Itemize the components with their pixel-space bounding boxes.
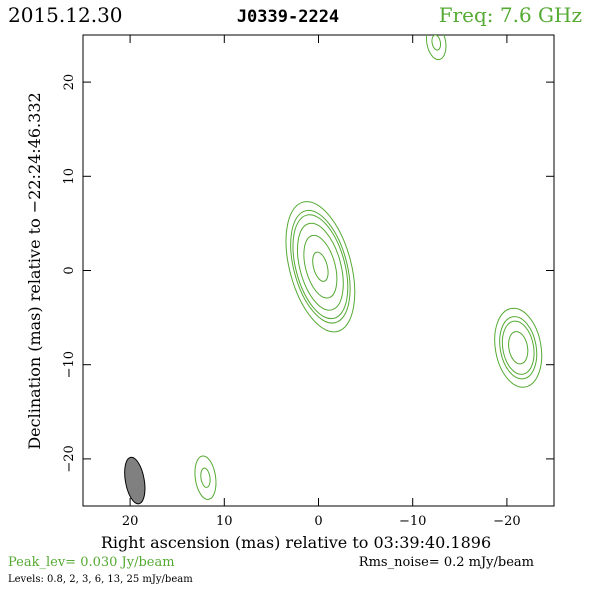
x-tick-label: −10 bbox=[399, 514, 426, 529]
contour-layer bbox=[194, 35, 543, 500]
y-tick-label: 0 bbox=[62, 266, 77, 274]
y-tick-label: −20 bbox=[62, 445, 77, 472]
contour-c2-l1 bbox=[200, 467, 211, 488]
beam-ellipse bbox=[124, 456, 146, 505]
x-tick-label: 10 bbox=[216, 514, 233, 529]
x-axis-label: Right ascension (mas) relative to 03:39:… bbox=[101, 533, 491, 552]
contour-c2-l0 bbox=[194, 455, 217, 500]
contour-c0-l3 bbox=[297, 222, 344, 311]
contour-c1-l0 bbox=[494, 307, 543, 388]
contour-c1-l3 bbox=[508, 331, 529, 365]
y-tick-label: 20 bbox=[62, 74, 77, 91]
tick-labels: 20 10 0 −10 −20 20 10 0 −10 −20 bbox=[62, 74, 521, 529]
x-tick-label: 0 bbox=[314, 514, 322, 529]
y-tick-label: −10 bbox=[62, 351, 77, 378]
axis-ticks bbox=[83, 35, 554, 506]
x-tick-label: 20 bbox=[122, 514, 139, 529]
contour-c0-l2 bbox=[292, 214, 349, 320]
contour-c0-l5 bbox=[312, 251, 329, 282]
rms-noise: Rms_noise= 0.2 mJy/beam bbox=[359, 555, 534, 570]
frequency-label: Freq: 7.6 GHz bbox=[439, 3, 582, 27]
contour-c1-l2 bbox=[501, 320, 535, 375]
plot-frame bbox=[82, 34, 555, 507]
contour-c1-l1 bbox=[499, 316, 538, 380]
x-tick-label: −20 bbox=[493, 514, 520, 529]
peak-level: Peak_lev= 0.030 Jy/beam bbox=[8, 555, 175, 570]
observation-date: 2015.12.30 bbox=[8, 3, 123, 27]
y-axis-label: Declination (mas) relative to −22:24:46.… bbox=[25, 92, 44, 449]
source-name: J0339-2224 bbox=[237, 7, 339, 27]
contour-c3-l1 bbox=[431, 35, 442, 51]
contour-levels: Levels: 0.8, 2, 3, 6, 13, 25 mJy/beam bbox=[8, 574, 193, 585]
contour-c0-l1 bbox=[290, 209, 351, 324]
contour-c3-l0 bbox=[426, 35, 447, 61]
contour-c0-l0 bbox=[285, 201, 356, 333]
contour-c0-l4 bbox=[303, 234, 338, 299]
y-tick-label: 10 bbox=[62, 168, 77, 185]
beam-layer bbox=[124, 456, 146, 505]
